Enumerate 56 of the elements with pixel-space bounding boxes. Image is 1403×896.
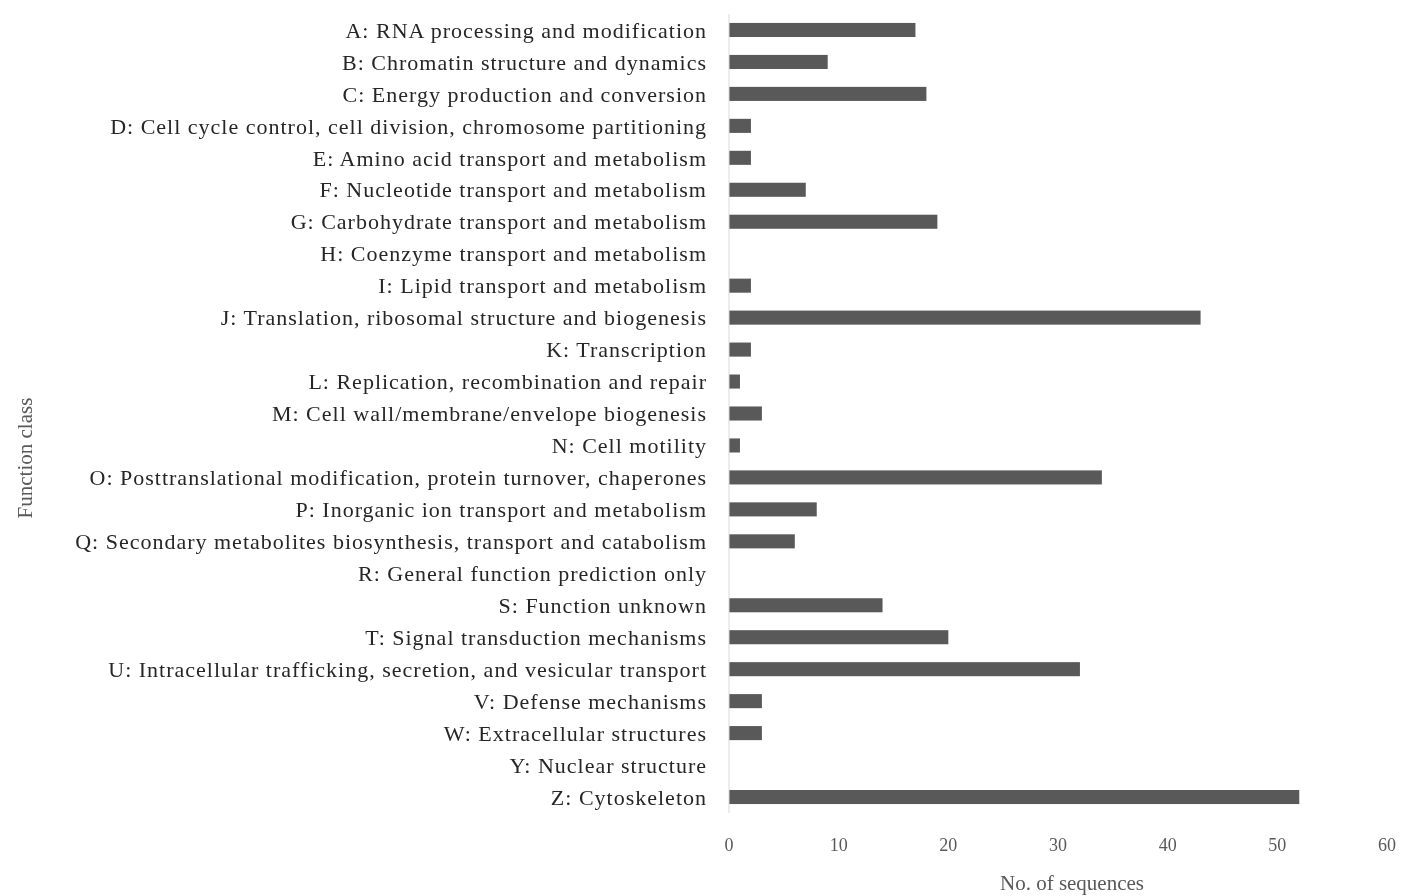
bar [729, 726, 762, 741]
bar [729, 694, 762, 709]
x-tick-label: 50 [1268, 835, 1287, 855]
bar [729, 214, 938, 229]
bar [729, 86, 927, 101]
bar [729, 598, 883, 613]
bar [729, 662, 1080, 677]
bar [729, 118, 751, 133]
y-tick-label: A: RNA processing and modification [345, 17, 707, 43]
bar [729, 534, 795, 549]
y-tick-label: I: Lipid transport and metabolism [378, 273, 707, 299]
bar [729, 54, 828, 69]
bar [729, 789, 1300, 805]
y-tick-label: M: Cell wall/membrane/envelope biogenesis [271, 401, 707, 427]
y-tick-label: E: Amino acid transport and metabolism [312, 145, 707, 171]
bar [729, 406, 762, 421]
bar [729, 630, 949, 645]
bar [729, 150, 751, 165]
x-tick-label: 30 [1049, 835, 1067, 855]
bar [729, 502, 817, 517]
bar [729, 182, 806, 197]
bar [729, 342, 751, 357]
y-tick-label: T: Signal transduction mechanisms [365, 624, 707, 650]
y-axis-title: Function class [13, 397, 37, 519]
bar [729, 310, 1201, 325]
bar [729, 278, 751, 293]
y-tick-label: C: Energy production and conversion [342, 81, 707, 107]
y-tick-label: W: Extracellular structures [443, 720, 707, 746]
bar [729, 22, 916, 38]
y-tick-label: S: Function unknown [498, 592, 707, 618]
y-tick-label: L: Replication, recombination and repair [308, 369, 707, 395]
y-tick-label: H: Coenzyme transport and metabolism [320, 241, 707, 267]
bar [729, 374, 740, 389]
bar [729, 438, 740, 453]
x-tick-label: 0 [724, 835, 734, 855]
y-tick-label: D: Cell cycle control, cell division, chromosome partitioning [110, 113, 707, 139]
x-tick-label: 60 [1378, 835, 1396, 855]
y-tick-label: V: Defense mechanisms [473, 688, 707, 714]
y-tick-label: Z: Cytoskeleton [550, 784, 707, 810]
y-tick-label: Q: Secondary metabolites biosynthesis, transport and catabolism [75, 529, 707, 555]
y-tick-label: R: General function prediction only [357, 561, 707, 586]
y-tick-label: J: Translation, ribosomal structure and biogenesis [220, 305, 707, 331]
x-axis-title: No. of sequences [999, 871, 1145, 895]
y-tick-label: N: Cell motility [551, 433, 707, 459]
y-tick-label: Y: Nuclear structure [509, 752, 707, 778]
x-tick-label: 40 [1158, 835, 1177, 855]
y-tick-label: P: Inorganic ion transport and metabolism [295, 497, 707, 523]
y-tick-label: O: Posttranslational modification, protein turnover, chaperones [89, 465, 707, 491]
bar [729, 470, 1102, 485]
x-tick-label: 20 [939, 835, 958, 855]
y-tick-label: G: Carbohydrate transport and metabolism [290, 209, 707, 235]
y-tick-label: B: Chromatin structure and dynamics [342, 49, 707, 75]
x-tick-label: 10 [829, 835, 848, 855]
y-tick-label: K: Transcription [546, 337, 707, 363]
y-tick-label: U: Intracellular trafficking, secretion, and vesicular transport [108, 656, 707, 682]
y-tick-label: F: Nucleotide transport and metabolism [319, 177, 707, 203]
